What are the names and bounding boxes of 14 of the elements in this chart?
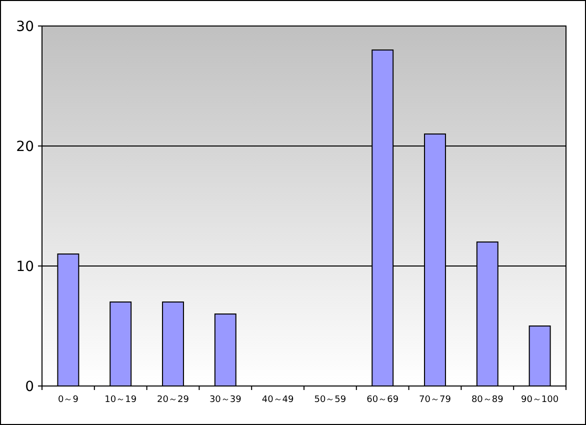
y-tick-label: 0 bbox=[25, 379, 34, 395]
x-tick-label: 80～89 bbox=[471, 395, 504, 405]
x-tick-label: 20～29 bbox=[157, 395, 190, 405]
y-tick-label: 20 bbox=[16, 139, 34, 155]
x-tick-label: 0～9 bbox=[58, 395, 79, 405]
x-tick-label: 40～49 bbox=[262, 395, 294, 405]
x-tick-label: 70～79 bbox=[419, 395, 452, 405]
x-tick-label: 90～100 bbox=[520, 395, 559, 405]
x-tick-label: 60～69 bbox=[366, 395, 399, 405]
x-tick-label: 50～59 bbox=[314, 395, 346, 405]
y-tick-label: 10 bbox=[16, 259, 34, 275]
x-tick-label: 30～39 bbox=[209, 395, 242, 405]
y-tick-label: 30 bbox=[16, 19, 34, 35]
x-tick-label: 10～19 bbox=[104, 395, 137, 405]
